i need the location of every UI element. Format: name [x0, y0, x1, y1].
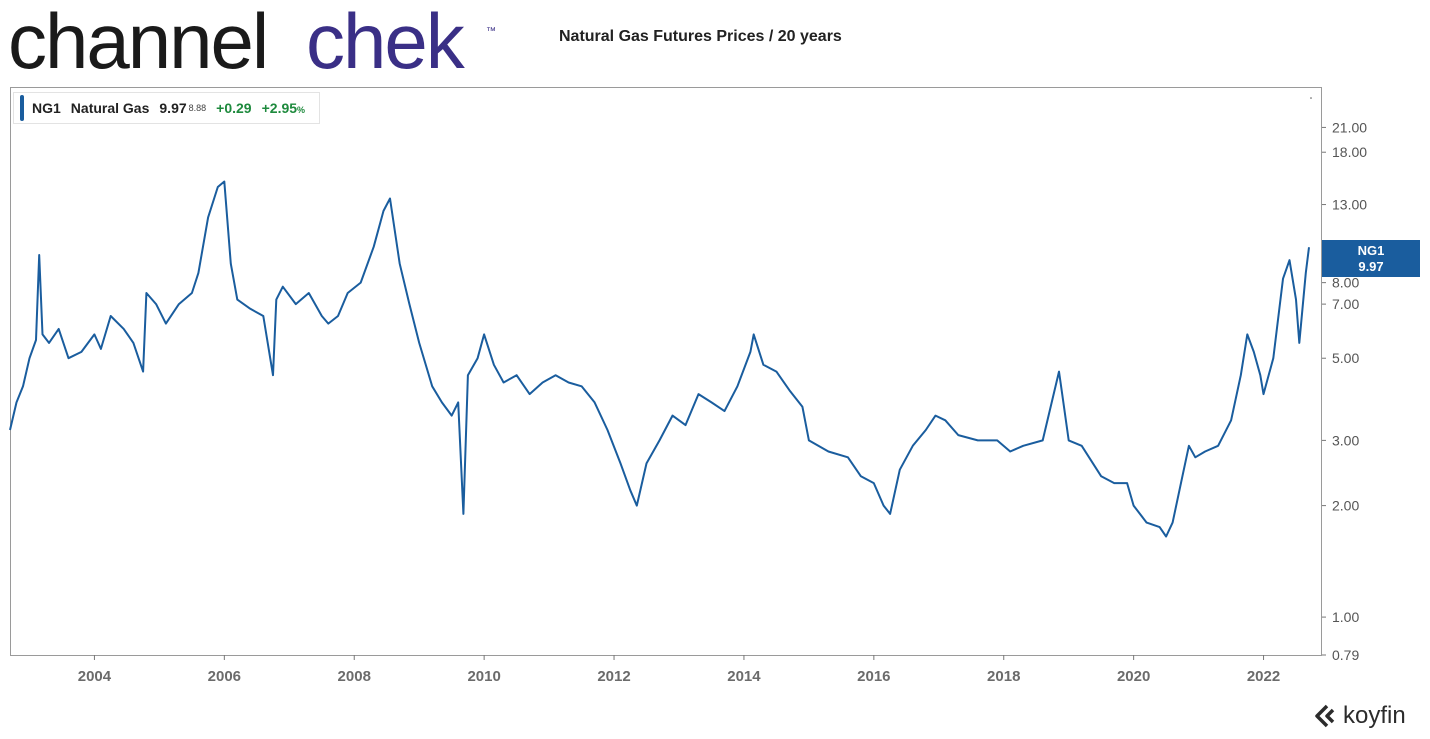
x-tick-label: 2004 — [78, 668, 112, 685]
legend-name: Natural Gas — [70, 100, 150, 116]
legend-prev-value: 8.88 — [188, 103, 207, 113]
corner-dot — [1310, 97, 1312, 99]
y-tick-label: 7.00 — [1332, 296, 1359, 312]
last-tag-value: 9.97 — [1358, 259, 1384, 274]
x-tick-label: 2008 — [338, 668, 371, 685]
y-tick-label: 1.00 — [1332, 609, 1359, 625]
x-tick-label: 2022 — [1247, 668, 1280, 685]
last-price-tag: NG1 9.97 — [1322, 240, 1420, 277]
legend-change-pct-value: +2.95 — [261, 100, 298, 116]
x-tick-label: 2018 — [987, 668, 1020, 685]
channelchek-logo: channel chek ™ — [8, 0, 508, 85]
y-tick-label: 3.00 — [1332, 432, 1359, 448]
x-tick-label: 2010 — [467, 668, 500, 685]
koyfin-wordmark: koyfin — [1343, 702, 1406, 729]
logo-trademark: ™ — [486, 26, 496, 37]
x-tick-label: 2012 — [597, 668, 630, 685]
legend-change: +0.29 — [216, 100, 252, 116]
legend-change-pct: +2.95% — [262, 100, 305, 116]
koyfin-mark-icon — [1315, 704, 1335, 728]
legend-last-value: 9.97 — [159, 100, 187, 116]
y-tick-label: 2.00 — [1332, 498, 1359, 514]
y-tick-label: 8.00 — [1332, 275, 1359, 291]
x-tick-label: 2016 — [857, 668, 890, 685]
legend-ticker: NG1 — [32, 100, 61, 116]
x-tick-label: 2014 — [727, 668, 761, 685]
chart-frame — [10, 87, 1322, 656]
page-title: Natural Gas Futures Prices / 20 years — [559, 28, 842, 45]
legend-pct-symbol: % — [297, 105, 306, 115]
last-tag-ticker: NG1 — [1357, 243, 1385, 258]
legend-box[interactable]: NG1 Natural Gas 9.97 8.88 +0.29 +2.95% — [13, 92, 321, 124]
logo-text-chek: chek — [306, 0, 466, 85]
y-axis: 0.79 1.00 2.00 3.00 5.00 7.00 8.00 13.00 18.00 21… — [1322, 119, 1367, 663]
y-tick-label: 0.79 — [1332, 647, 1359, 663]
y-tick-label: 18.00 — [1332, 144, 1367, 160]
koyfin-logo: koyfin — [1313, 702, 1406, 730]
y-tick-label: 13.00 — [1332, 197, 1367, 213]
logo-text-channel: channel — [8, 0, 267, 85]
y-tick-label: 21.00 — [1332, 119, 1367, 135]
x-tick-label: 2006 — [208, 668, 241, 685]
x-axis: 2004 2006 2008 2010 2012 2014 2016 2018 2020 2022 — [78, 655, 1280, 685]
legend-color-marker — [20, 95, 24, 121]
y-tick-label: 5.00 — [1332, 350, 1359, 366]
series-line-ng1 — [9, 180, 1310, 538]
x-tick-label: 2020 — [1117, 668, 1150, 685]
